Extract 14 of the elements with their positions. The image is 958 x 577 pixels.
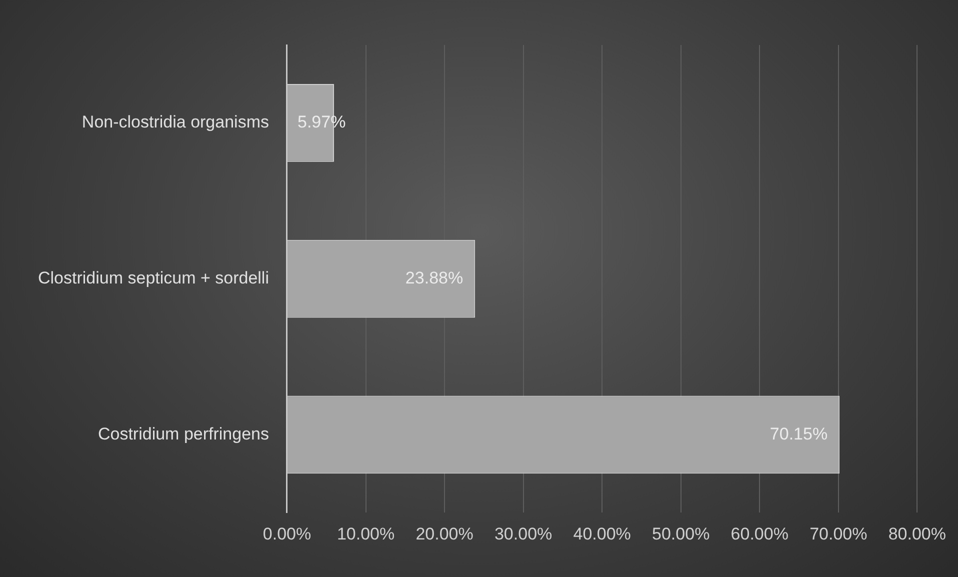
y-tick-label: Costridium perfringens xyxy=(98,424,269,444)
data-label: 70.15% xyxy=(770,424,828,444)
x-tick-label: 70.00% xyxy=(810,524,868,544)
x-tick-label: 40.00% xyxy=(573,524,631,544)
x-tick-label: 20.00% xyxy=(416,524,474,544)
y-tick-label: Clostridium septicum + sordelli xyxy=(38,268,269,288)
y-tick-label: Non-clostridia organisms xyxy=(82,112,269,132)
x-tick-label: 60.00% xyxy=(730,524,788,544)
x-tick-label: 10.00% xyxy=(336,524,395,544)
x-tick-label: 80.00% xyxy=(888,524,946,544)
x-tick-label: 50.00% xyxy=(652,524,710,544)
x-tick-label: 0.00% xyxy=(262,524,312,544)
x-tick-label: 30.00% xyxy=(494,524,552,544)
data-label: 23.88% xyxy=(405,268,464,288)
